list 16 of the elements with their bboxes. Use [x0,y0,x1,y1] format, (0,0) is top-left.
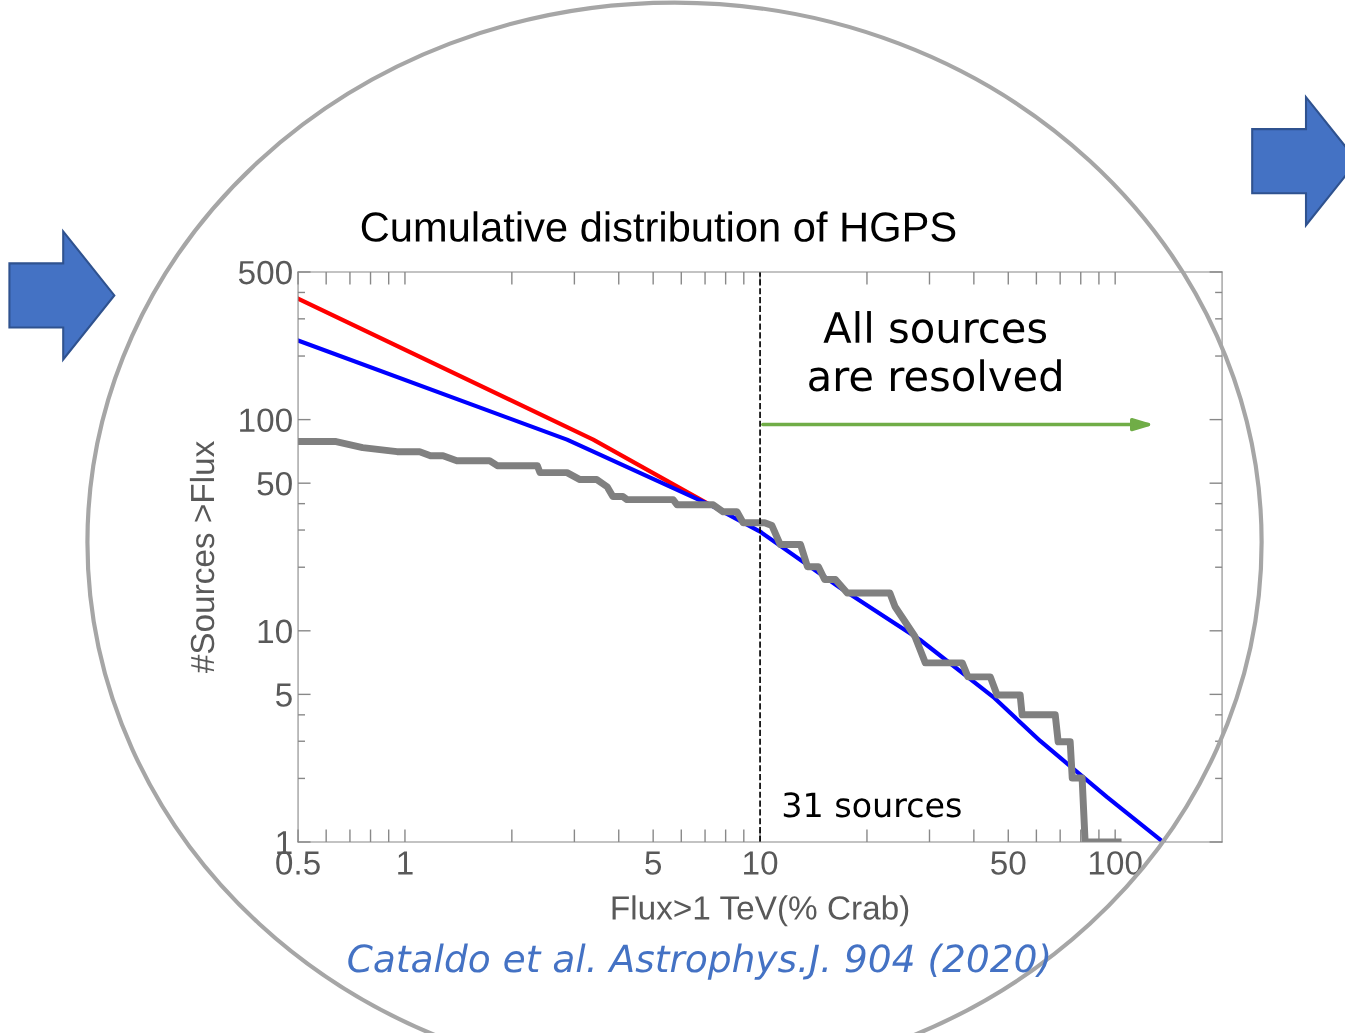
annotation: All sources are resolved [809,311,1061,392]
x-tick-label: 5 [645,851,662,875]
x-axis-title: Flux>1 TeV(% Crab) [612,895,909,927]
x-tick-label: 10 [744,851,778,875]
x-tick-label: 100 [1089,851,1142,875]
y-tick-label: 50 [257,471,292,496]
y-tick-label: 100 [240,408,292,433]
x-tick-label: 50 [991,851,1026,875]
y-tick-label: 10 [258,619,292,644]
text: Cataldo et al. Astrophys.J. 904 (2020) [348,943,1049,980]
annotation: 31 sources [783,792,961,818]
y-axis-title: #Sources >Flux [189,441,215,674]
y-tick-label: 5 [275,683,292,707]
chart-title: Cumulative distribution of HGPS [361,211,956,242]
x-tick-label: 1 [398,851,413,875]
y-tick-label: 500 [238,260,292,285]
